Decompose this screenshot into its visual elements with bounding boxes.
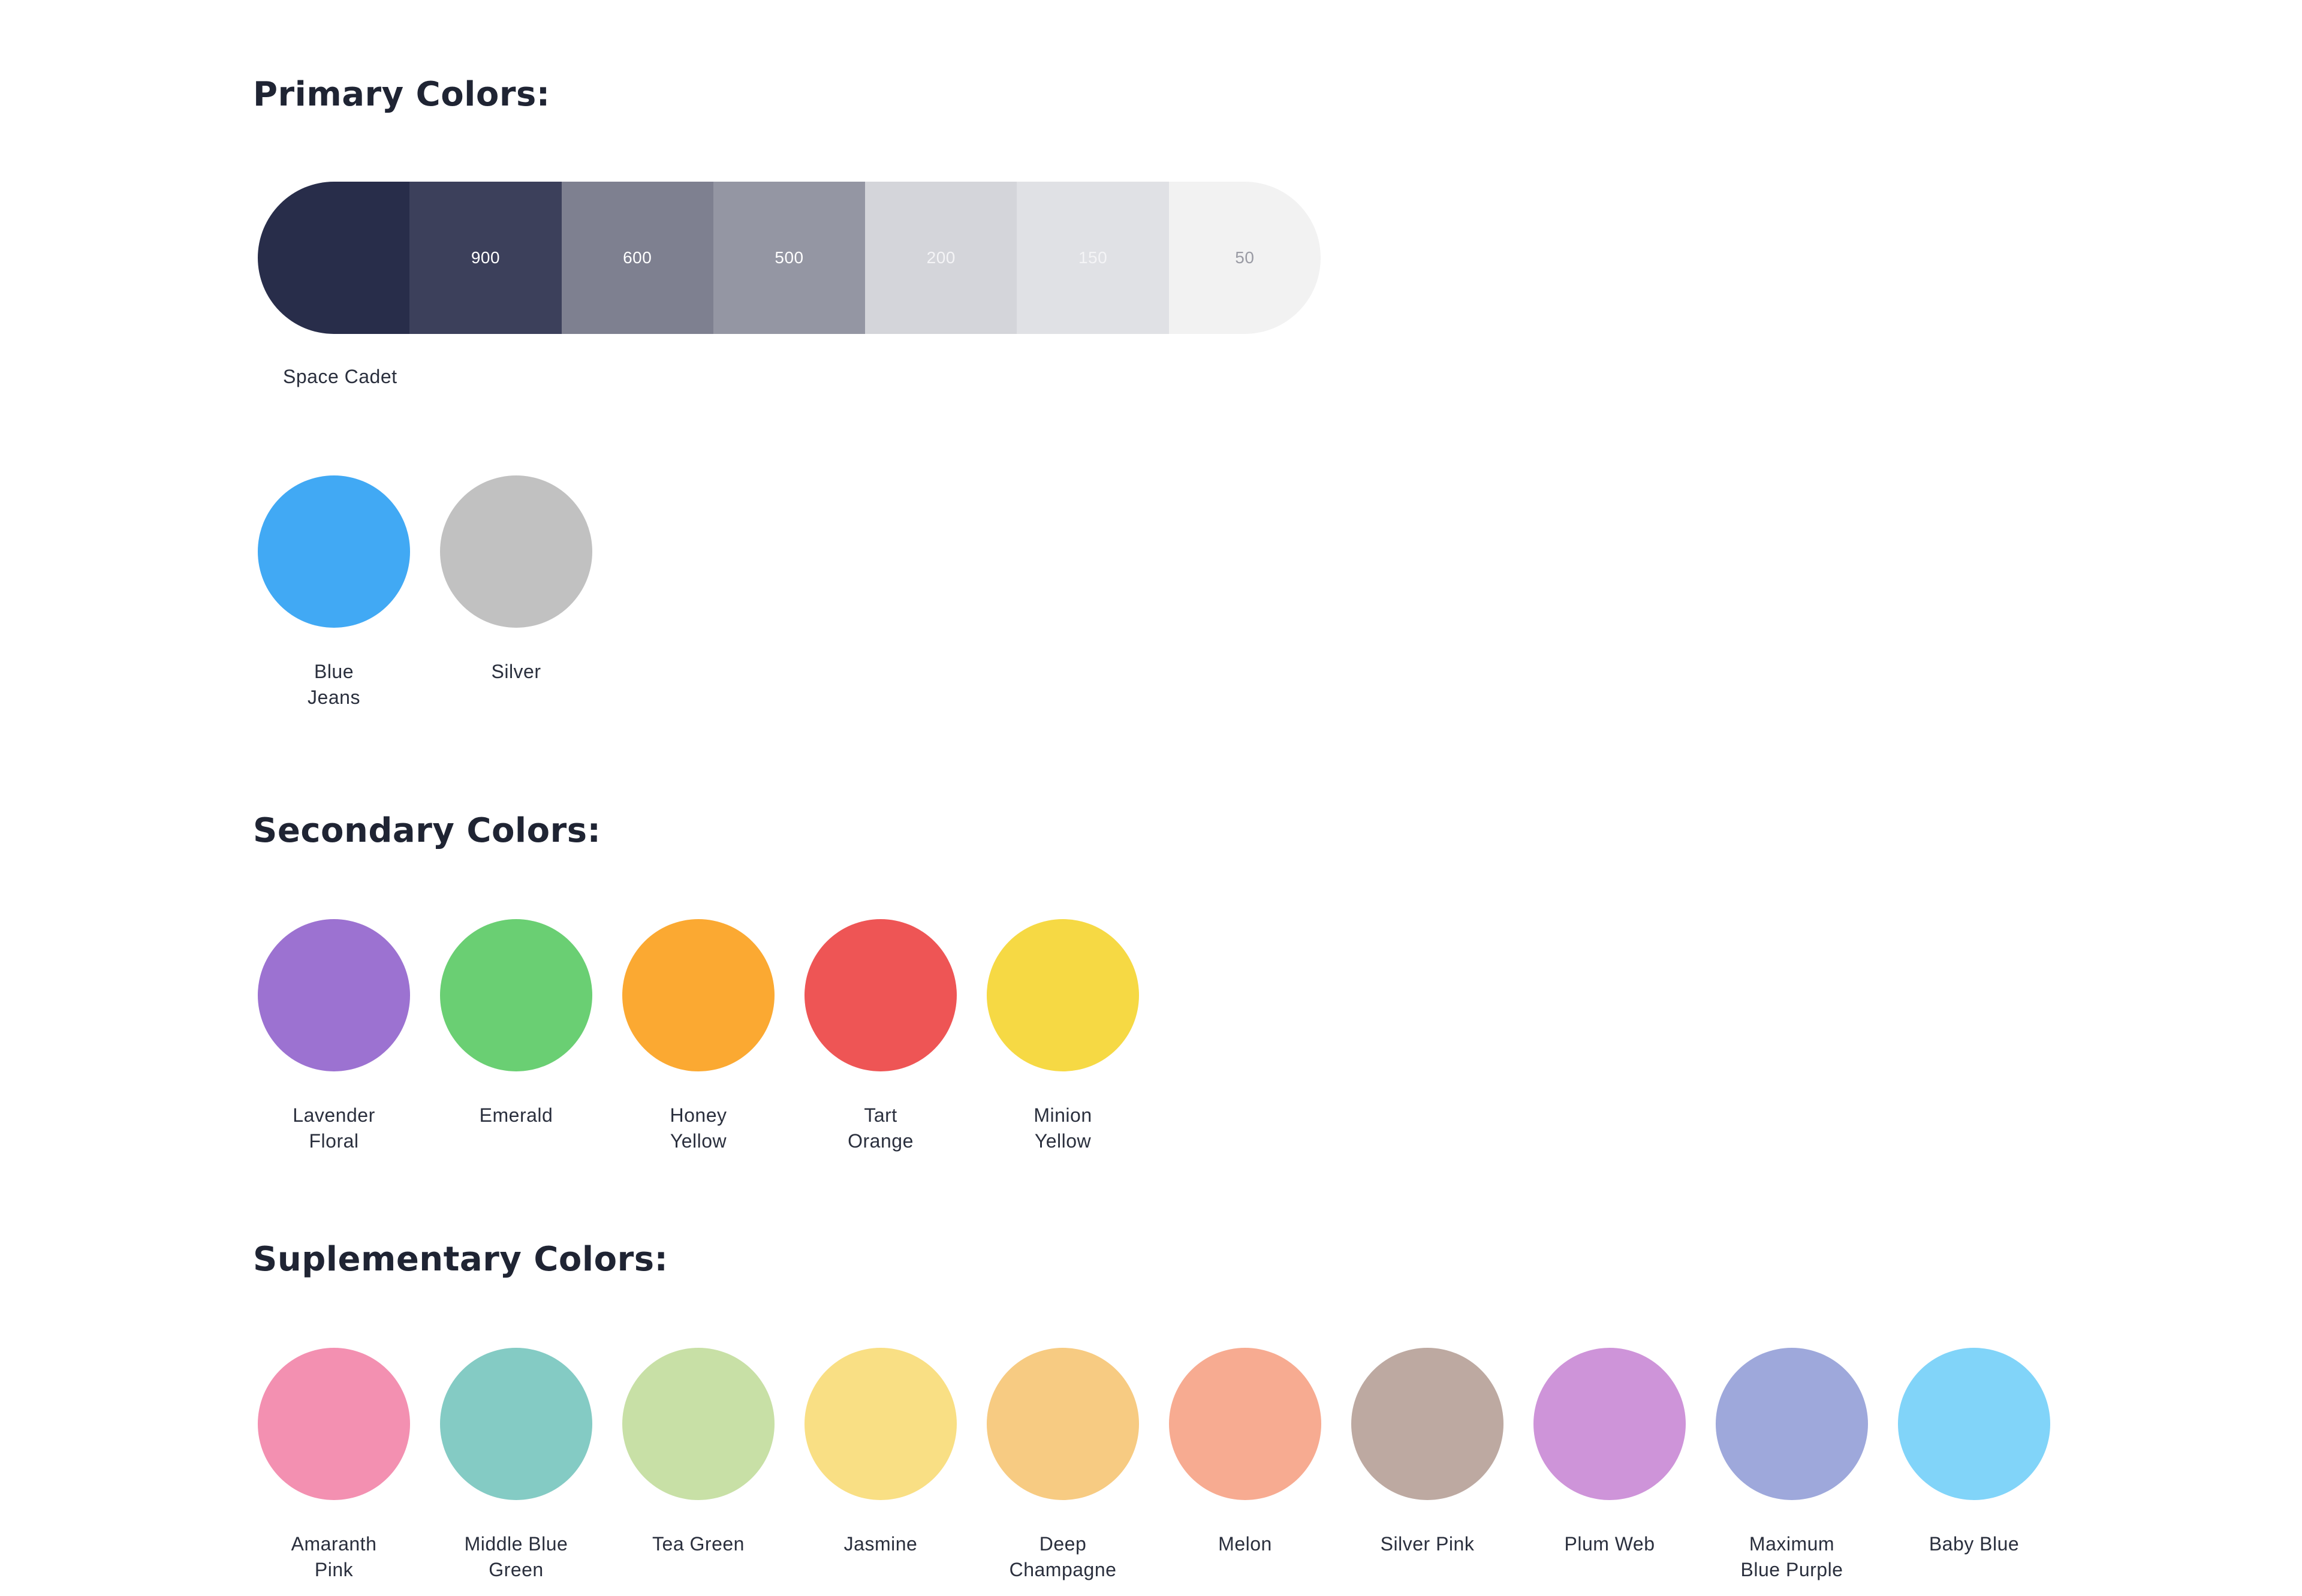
color-circle xyxy=(440,919,592,1071)
color-swatch-silver-pink: Silver Pink xyxy=(1351,1348,1503,1583)
color-name-label: Maximum Blue Purple xyxy=(1740,1533,1843,1580)
color-name-label: Middle Blue Green xyxy=(464,1533,568,1580)
primary-colors-title: Primary Colors: xyxy=(253,75,550,114)
color-name-label: Blue Jeans xyxy=(308,661,360,708)
scale-swatch-900: 900 xyxy=(409,182,562,334)
supplementary-colors-title: Suplementary Colors: xyxy=(253,1240,668,1279)
color-swatch-minion-yellow: Minion Yellow xyxy=(987,919,1139,1154)
color-circle xyxy=(258,919,410,1071)
color-swatch-maximum-blue-purple: Maximum Blue Purple xyxy=(1716,1348,1868,1583)
color-circle xyxy=(1169,1348,1321,1500)
color-name-label: Lavender Floral xyxy=(293,1104,375,1152)
color-circle xyxy=(440,1348,592,1500)
color-swatch-melon: Melon xyxy=(1169,1348,1321,1583)
color-swatch-tea-green: Tea Green xyxy=(622,1348,775,1583)
scale-swatch-600: 600 xyxy=(561,182,713,334)
color-circle xyxy=(987,1348,1139,1500)
color-swatch-emerald: Emerald xyxy=(440,919,592,1154)
color-circle xyxy=(622,919,775,1071)
color-circle xyxy=(258,475,410,628)
scale-swatch-500: 500 xyxy=(713,182,866,334)
scale-swatch-150: 150 xyxy=(1017,182,1169,334)
color-swatch-blue-jeans: Blue Jeans xyxy=(258,475,410,710)
color-name-label: Amaranth Pink xyxy=(291,1533,377,1580)
color-name-label: Jasmine xyxy=(843,1533,918,1555)
color-name-label: Baby Blue xyxy=(1929,1533,2020,1555)
supplementary-swatch-row: Amaranth Pink Middle Blue Green Tea Green J… xyxy=(258,1348,2050,1583)
primary-swatch-row: Blue Jeans Silver xyxy=(258,475,592,710)
color-circle xyxy=(440,475,592,628)
color-circle xyxy=(805,919,957,1071)
secondary-swatch-row: Lavender Floral Emerald Honey Yellow Tart O… xyxy=(258,919,1139,1154)
color-circle xyxy=(1533,1348,1686,1500)
color-name-label: Emerald xyxy=(479,1104,553,1126)
color-swatch-jasmine: Jasmine xyxy=(805,1348,957,1583)
color-circle xyxy=(1351,1348,1503,1500)
color-name-label: Silver xyxy=(491,661,541,682)
color-circle xyxy=(1716,1348,1868,1500)
color-swatch-baby-blue: Baby Blue xyxy=(1898,1348,2050,1583)
color-swatch-lavender-floral: Lavender Floral xyxy=(258,919,410,1154)
color-name-label: Minion Yellow xyxy=(1034,1104,1092,1152)
color-name-label: Melon xyxy=(1218,1533,1272,1555)
color-name-label: Tea Green xyxy=(652,1533,745,1555)
color-circle xyxy=(622,1348,775,1500)
color-name-label: Plum Web xyxy=(1564,1533,1655,1555)
space-cadet-scale-bar: 900 600 500 200 150 50 xyxy=(258,182,1321,334)
color-circle xyxy=(1898,1348,2050,1500)
scale-swatch-50: 50 xyxy=(1168,182,1321,334)
color-swatch-middle-blue-green: Middle Blue Green xyxy=(440,1348,592,1583)
color-name-label: Tart Orange xyxy=(848,1104,914,1152)
color-name-label: Silver Pink xyxy=(1380,1533,1475,1555)
color-swatch-plum-web: Plum Web xyxy=(1533,1348,1686,1583)
secondary-colors-title: Secondary Colors: xyxy=(253,811,601,850)
scale-swatch-base xyxy=(258,182,410,334)
color-circle xyxy=(258,1348,410,1500)
space-cadet-label: Space Cadet xyxy=(283,366,397,387)
color-swatch-deep-champagne: Deep Champagne xyxy=(987,1348,1139,1583)
color-swatch-amaranth-pink: Amaranth Pink xyxy=(258,1348,410,1583)
color-swatch-silver: Silver xyxy=(440,475,592,710)
color-swatch-tart-orange: Tart Orange xyxy=(805,919,957,1154)
color-name-label: Deep Champagne xyxy=(1009,1533,1117,1580)
color-circle xyxy=(987,919,1139,1071)
color-swatch-honey-yellow: Honey Yellow xyxy=(622,919,775,1154)
color-name-label: Honey Yellow xyxy=(670,1104,727,1152)
scale-swatch-200: 200 xyxy=(865,182,1017,334)
color-circle xyxy=(805,1348,957,1500)
